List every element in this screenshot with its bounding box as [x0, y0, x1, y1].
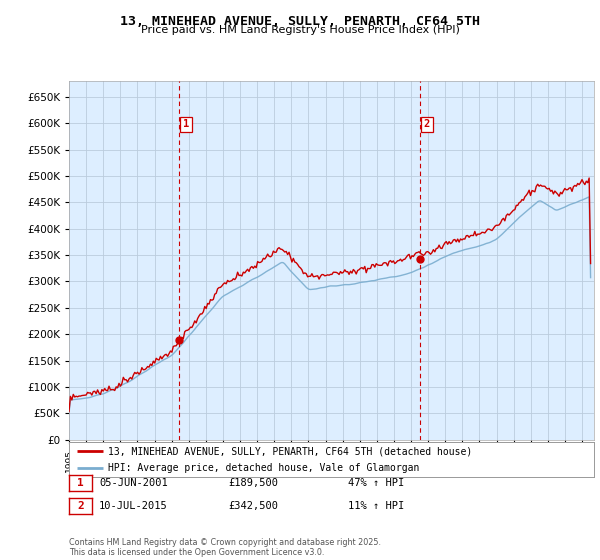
Text: 2: 2: [424, 119, 430, 129]
Text: £342,500: £342,500: [228, 501, 278, 511]
Text: 11% ↑ HPI: 11% ↑ HPI: [348, 501, 404, 511]
Text: 13, MINEHEAD AVENUE, SULLY, PENARTH, CF64 5TH (detached house): 13, MINEHEAD AVENUE, SULLY, PENARTH, CF6…: [109, 446, 473, 456]
Text: £189,500: £189,500: [228, 478, 278, 488]
Text: Contains HM Land Registry data © Crown copyright and database right 2025.
This d: Contains HM Land Registry data © Crown c…: [69, 538, 381, 557]
Text: 47% ↑ HPI: 47% ↑ HPI: [348, 478, 404, 488]
Text: 2: 2: [77, 501, 84, 511]
Text: HPI: Average price, detached house, Vale of Glamorgan: HPI: Average price, detached house, Vale…: [109, 464, 420, 473]
Text: 1: 1: [182, 119, 189, 129]
Text: 10-JUL-2015: 10-JUL-2015: [99, 501, 168, 511]
Text: Price paid vs. HM Land Registry's House Price Index (HPI): Price paid vs. HM Land Registry's House …: [140, 25, 460, 35]
Text: 1: 1: [77, 478, 84, 488]
Text: 13, MINEHEAD AVENUE, SULLY, PENARTH, CF64 5TH: 13, MINEHEAD AVENUE, SULLY, PENARTH, CF6…: [120, 15, 480, 27]
Text: 05-JUN-2001: 05-JUN-2001: [99, 478, 168, 488]
